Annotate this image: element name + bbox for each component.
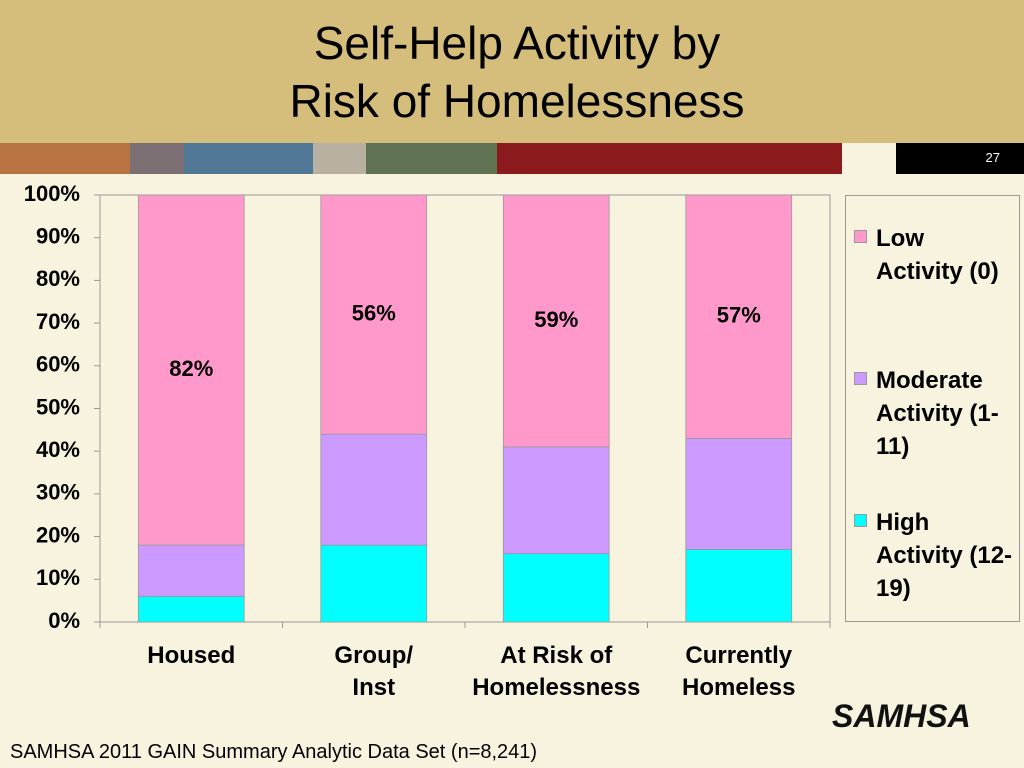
legend-swatch xyxy=(854,514,867,527)
bar-segment xyxy=(137,544,245,597)
legend-label: Moderate Activity (1-11) xyxy=(876,367,999,460)
bar-segment xyxy=(137,194,245,546)
legend-label: Low Activity (0) xyxy=(876,225,999,285)
stripe xyxy=(366,143,497,174)
legend-label: High Activity (12-19) xyxy=(876,509,1013,602)
stripe xyxy=(896,143,1024,174)
color-stripe xyxy=(0,143,1024,174)
bar-segment xyxy=(502,553,610,623)
y-tick-label: 70% xyxy=(36,309,80,334)
data-label: 56% xyxy=(352,300,396,325)
stripe xyxy=(130,143,184,174)
y-tick-label: 30% xyxy=(36,480,80,505)
y-tick-label: 40% xyxy=(36,437,80,462)
y-tick-label: 80% xyxy=(36,266,80,291)
footer-source: SAMHSA 2011 GAIN Summary Analytic Data S… xyxy=(10,741,538,763)
stripe xyxy=(313,143,366,174)
stripe xyxy=(0,143,130,174)
bar-segment xyxy=(685,549,793,623)
stripe xyxy=(497,143,842,174)
bar-segment xyxy=(320,433,428,546)
bar-segment xyxy=(685,194,793,439)
legend: Low Activity (0) Moderate Activity (1-11)… xyxy=(845,195,1020,622)
bar-segment xyxy=(685,437,793,550)
legend-swatch xyxy=(854,372,867,385)
y-tick-label: 20% xyxy=(36,522,80,547)
y-tick-label: 90% xyxy=(36,224,80,249)
bar-segment xyxy=(137,595,245,623)
data-label: 57% xyxy=(717,303,761,328)
y-tick-label: 60% xyxy=(36,352,80,377)
x-tick-label: Group/ Inst xyxy=(334,642,414,701)
stripe xyxy=(842,143,896,174)
x-tick-label: At Risk of Homelessness xyxy=(472,642,641,701)
bar-segment xyxy=(502,446,610,555)
slide-number: 27 xyxy=(985,150,1000,165)
y-tick-label: 100% xyxy=(24,181,80,206)
y-tick-label: 10% xyxy=(36,565,80,590)
bar-segment xyxy=(502,194,610,448)
logo: SAMHSA xyxy=(832,698,971,734)
y-tick-label: 50% xyxy=(36,394,80,419)
header-band xyxy=(0,0,1024,143)
data-label: 59% xyxy=(534,307,578,332)
y-tick-label: 0% xyxy=(48,608,80,633)
legend-swatch xyxy=(854,230,867,243)
x-tick-label: Currently Homeless xyxy=(682,642,796,701)
bar-segment xyxy=(320,194,428,435)
bar-segment xyxy=(320,544,428,623)
x-tick-label: Housed xyxy=(147,642,236,669)
slide-title: Self-Help Activity by Risk of Homelessne… xyxy=(289,17,745,127)
data-label: 82% xyxy=(169,356,213,381)
stripe xyxy=(184,143,313,174)
